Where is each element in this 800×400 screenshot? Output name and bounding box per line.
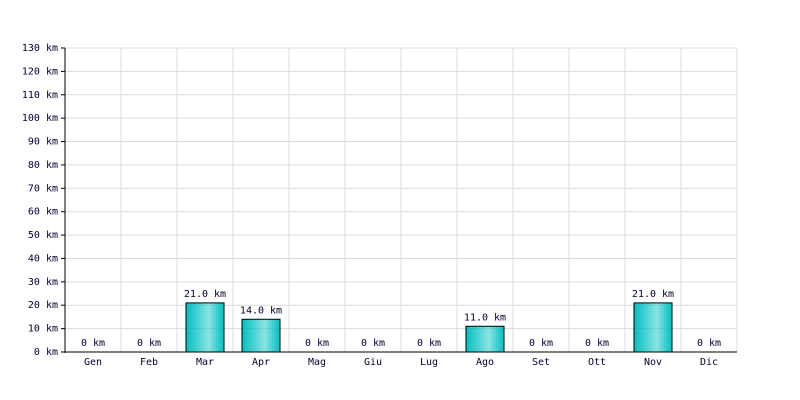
y-tick-label: 80 km <box>28 160 58 171</box>
y-tick-label: 50 km <box>28 230 58 241</box>
y-tick-label: 40 km <box>28 253 58 264</box>
value-label: 0 km <box>529 338 553 349</box>
x-tick-label: Mar <box>196 357 214 368</box>
y-tick-label: 120 km <box>22 66 58 77</box>
y-tick-label: 20 km <box>28 300 58 311</box>
bar <box>185 302 225 353</box>
value-label: 0 km <box>697 338 721 349</box>
x-tick-label: Mag <box>308 357 326 368</box>
value-label: 0 km <box>305 338 329 349</box>
value-label: 0 km <box>361 338 385 349</box>
y-tick-label: 130 km <box>22 43 58 54</box>
x-tick-label: Ott <box>588 357 606 368</box>
bar <box>465 325 505 353</box>
value-label: 0 km <box>81 338 105 349</box>
x-tick-label: Giu <box>364 357 382 368</box>
value-label: 0 km <box>137 338 161 349</box>
x-tick-label: Feb <box>140 357 158 368</box>
y-tick-label: 0 km <box>34 347 58 358</box>
x-tick-label: Nov <box>644 357 662 368</box>
bar <box>633 302 673 353</box>
value-label: 21.0 km <box>184 289 226 300</box>
y-tick-label: 70 km <box>28 183 58 194</box>
y-tick-label: 100 km <box>22 113 58 124</box>
value-label: 21.0 km <box>632 289 674 300</box>
x-tick-label: Apr <box>252 357 270 368</box>
bar <box>241 318 281 353</box>
value-label: 11.0 km <box>464 312 506 323</box>
x-tick-label: Lug <box>420 357 438 368</box>
y-tick-label: 10 km <box>28 324 58 335</box>
y-tick-label: 60 km <box>28 207 58 218</box>
value-label: 14.0 km <box>240 305 282 316</box>
value-label: 0 km <box>417 338 441 349</box>
x-tick-label: Set <box>532 357 550 368</box>
y-tick-label: 90 km <box>28 137 58 148</box>
x-tick-label: Dic <box>700 357 718 368</box>
x-tick-label: Ago <box>476 357 494 368</box>
value-label: 0 km <box>585 338 609 349</box>
y-tick-label: 110 km <box>22 90 58 101</box>
x-tick-label: Gen <box>84 357 102 368</box>
y-tick-label: 30 km <box>28 277 58 288</box>
